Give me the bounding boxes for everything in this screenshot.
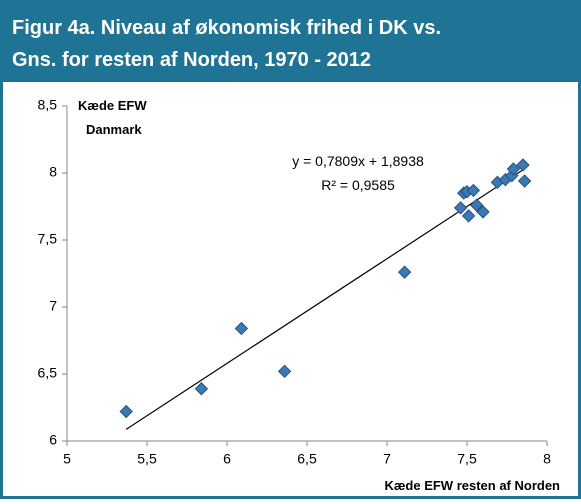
y-tick-label: 7,5 [38,231,58,247]
point [516,158,530,172]
x-tick-label: 6,5 [297,451,317,467]
x-tick-label: 8 [543,451,551,467]
x-tick-label: 5,5 [137,451,157,467]
point [194,382,209,396]
x-tick-label: 5 [63,451,71,467]
point [397,265,412,279]
y-tick-label: 7 [49,298,57,314]
point [469,198,484,212]
r-squared: R² = 0,9585 [321,177,395,193]
y-axis-title: Danmark [86,122,142,137]
y-tick-label: 6,5 [38,365,58,381]
point [277,364,292,379]
y-tick-label: 8 [49,164,57,180]
point [453,201,468,215]
x-tick-label: 7,5 [457,451,477,467]
point [506,162,521,176]
y-tick-label: 8,5 [38,97,58,113]
chart-title: Gns. for resten af Norden, 1970 - 2012 [12,49,371,71]
chart-title: Figur 4a. Niveau af økonomisk frihed i D… [12,17,441,39]
point [517,174,532,188]
point [119,404,133,419]
x-tick-label: 7 [383,451,391,467]
point [476,205,490,219]
x-axis-title: Kæde EFW resten af Norden [384,478,560,493]
trendline [125,168,525,430]
equation: y = 0,7809x + 1,8938 [292,153,424,169]
y-axis-title: Kæde EFW [78,98,147,113]
point [461,209,476,223]
point [234,321,249,336]
y-tick-label: 6 [49,432,57,448]
x-tick-label: 6 [223,451,231,467]
point [466,183,481,198]
header [0,0,581,82]
